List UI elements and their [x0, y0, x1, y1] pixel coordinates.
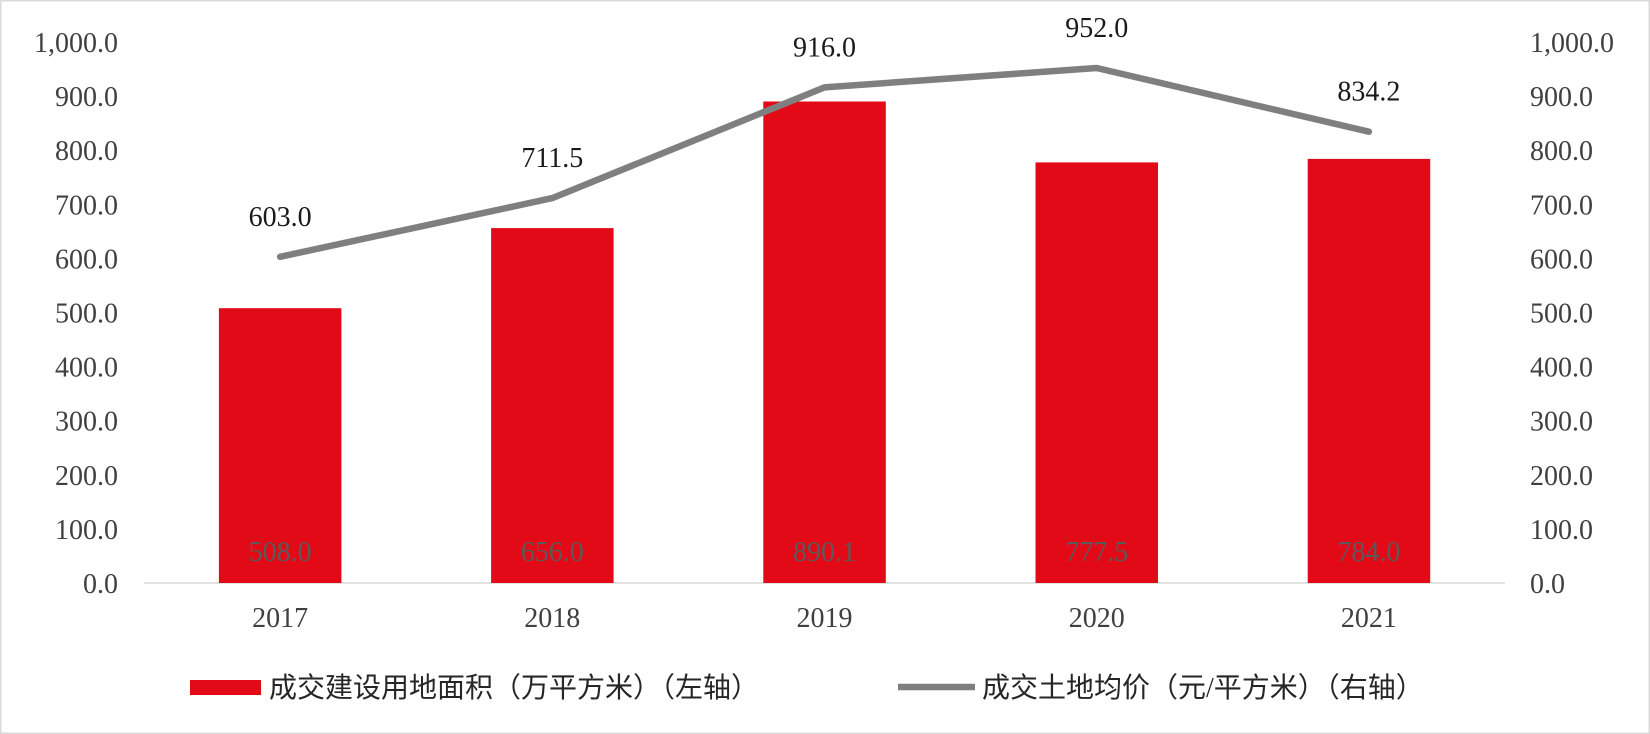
bar-label-2021: 784.0 [1337, 537, 1400, 568]
legend: 成交建设用地面积（万平方米）（左轴） 成交土地均价（元/平方米）（右轴） [190, 672, 1424, 704]
bar-label-2019: 890.1 [793, 537, 856, 568]
line-point-2017 [277, 253, 284, 260]
y-right-tick-label: 0.0 [1530, 569, 1565, 600]
y-left-tick-label: 700.0 [55, 190, 118, 221]
x-tick-label-2019: 2019 [797, 603, 853, 634]
x-tick-label-2018: 2018 [524, 603, 580, 634]
y-left-tick-label: 200.0 [55, 461, 118, 492]
y-left-tick-label: 500.0 [55, 299, 118, 330]
y-left-tick-label: 100.0 [55, 515, 118, 546]
y-left-tick-label: 600.0 [55, 244, 118, 275]
y-left-tick-label: 300.0 [55, 407, 118, 438]
y-right-tick-label: 500.0 [1530, 299, 1593, 330]
y-right-tick-label: 1,000.0 [1530, 28, 1614, 59]
line-point-2021 [1365, 128, 1372, 135]
y-right-tick-label: 400.0 [1530, 353, 1593, 384]
legend-bar-swatch [190, 680, 261, 695]
x-tick-label-2017: 2017 [252, 603, 308, 634]
y-right-tick-label: 800.0 [1530, 136, 1593, 167]
legend-label-land-area: 成交建设用地面积（万平方米）（左轴） [269, 672, 759, 704]
y-right-tick-label: 200.0 [1530, 461, 1593, 492]
bar-label-2017: 508.0 [249, 537, 312, 568]
bar-label-2020: 777.5 [1065, 537, 1128, 568]
bar-2018 [491, 228, 614, 583]
bar-2020 [1035, 162, 1158, 583]
y-right-tick-label: 100.0 [1530, 515, 1593, 546]
line-label-2017: 603.0 [249, 202, 312, 233]
y-left-tick-label: 400.0 [55, 353, 118, 384]
line-label-2021: 834.2 [1337, 77, 1400, 108]
y-left-tick-label: 800.0 [55, 136, 118, 167]
y-right-tick-label: 300.0 [1530, 407, 1593, 438]
plot-area: 0.0 100.0 200.0 300.0 400.0 500.0 600.0 700.0 80… [34, 13, 1614, 634]
y-right-tick-label: 900.0 [1530, 82, 1593, 113]
x-tick-label-2021: 2021 [1341, 603, 1397, 634]
bar-label-2018: 656.0 [521, 537, 584, 568]
bar-2019 [763, 101, 886, 583]
y-right-tick-label: 600.0 [1530, 244, 1593, 275]
bar-2017 [218, 308, 342, 583]
y-left-tick-label: 900.0 [55, 82, 118, 113]
legend-item-land-price: 成交土地均价（元/平方米）（右轴） [898, 672, 1424, 704]
x-tick-label-2020: 2020 [1069, 603, 1125, 634]
legend-item-land-area: 成交建设用地面积（万平方米）（左轴） [190, 672, 759, 704]
line-point-2020 [1093, 65, 1100, 71]
line-point-2019 [821, 84, 828, 91]
y-right-tick-label: 700.0 [1530, 190, 1593, 221]
y-left-tick-label: 1,000.0 [34, 28, 118, 59]
legend-label-land-price: 成交土地均价（元/平方米）（右轴） [982, 672, 1424, 704]
line-label-2018: 711.5 [521, 143, 583, 174]
line-label-2019: 916.0 [793, 32, 856, 63]
y-left-tick-label: 0.0 [83, 569, 118, 600]
bar-2021 [1307, 158, 1431, 583]
line-point-2018 [549, 195, 556, 202]
line-label-2020: 952.0 [1065, 13, 1128, 44]
